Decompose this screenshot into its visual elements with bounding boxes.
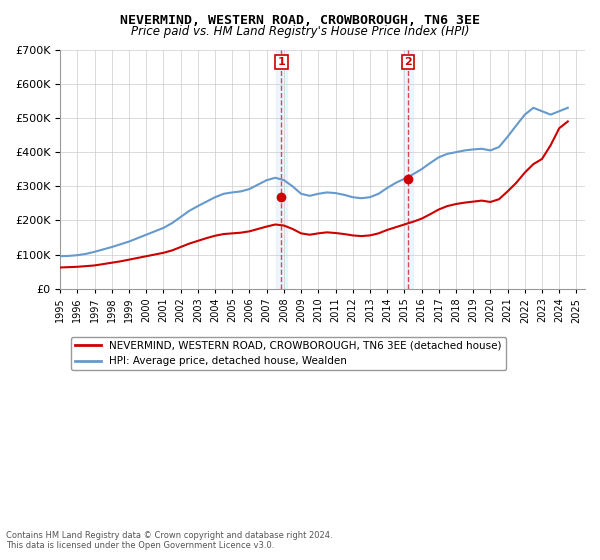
Text: 2: 2 xyxy=(404,57,412,67)
Text: Price paid vs. HM Land Registry's House Price Index (HPI): Price paid vs. HM Land Registry's House … xyxy=(131,25,469,38)
Bar xyxy=(281,50,283,288)
Text: 1: 1 xyxy=(278,57,286,67)
Bar xyxy=(277,50,287,288)
Legend: NEVERMIND, WESTERN ROAD, CROWBOROUGH, TN6 3EE (detached house), HPI: Average pri: NEVERMIND, WESTERN ROAD, CROWBOROUGH, TN… xyxy=(71,337,506,370)
Bar xyxy=(403,50,413,288)
Text: Contains HM Land Registry data © Crown copyright and database right 2024.
This d: Contains HM Land Registry data © Crown c… xyxy=(6,530,332,550)
Text: NEVERMIND, WESTERN ROAD, CROWBOROUGH, TN6 3EE: NEVERMIND, WESTERN ROAD, CROWBOROUGH, TN… xyxy=(120,14,480,27)
